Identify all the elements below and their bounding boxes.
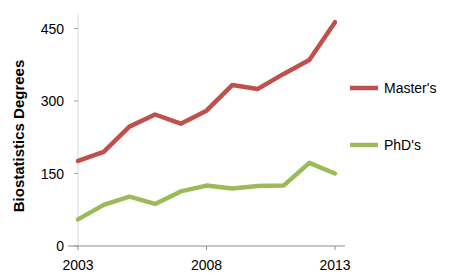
legend-label: Master's — [384, 80, 436, 96]
y-tick — [74, 101, 78, 102]
y-tick-label: 150 — [41, 166, 65, 182]
x-tick-label: 2013 — [319, 257, 350, 273]
y-tick-label: 450 — [41, 21, 65, 37]
legend-swatch — [350, 86, 378, 91]
legend-swatch — [350, 143, 378, 148]
y-axis — [78, 14, 79, 246]
legend-label: PhD's — [384, 137, 421, 153]
y-tick — [74, 28, 78, 29]
y-tick-label: 300 — [41, 93, 65, 109]
x-tick — [78, 246, 79, 250]
x-tick — [335, 246, 336, 250]
y-axis-label: Biostatistics Degrees — [10, 60, 27, 213]
series-line — [78, 22, 335, 161]
series-line — [78, 163, 335, 220]
x-tick-label: 2008 — [191, 257, 222, 273]
plot-area — [78, 22, 335, 219]
chart: 0 150 300 450 2003 2008 2013 Biostatistics Degr… — [0, 0, 450, 280]
y-tick-label: 0 — [56, 238, 64, 254]
x-tick — [206, 246, 207, 250]
y-tick — [74, 173, 78, 174]
x-tick-label: 2003 — [62, 257, 93, 273]
